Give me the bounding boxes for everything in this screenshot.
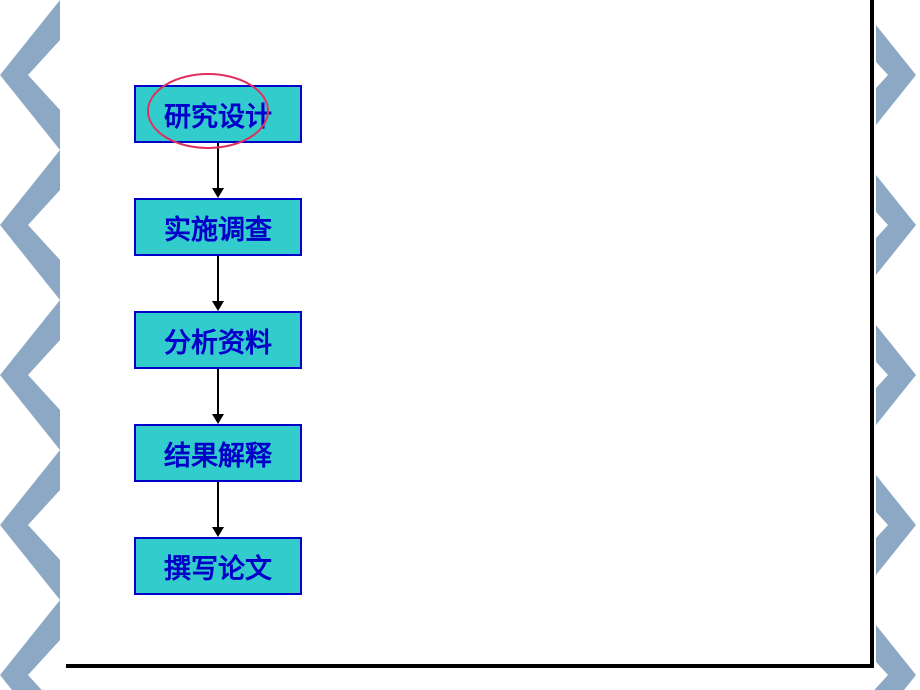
flowchart-container: 研究设计实施调查分析资料结果解释撰写论文	[0, 0, 920, 690]
flow-node-label: 研究设计	[164, 95, 272, 134]
arrow-line	[217, 369, 219, 414]
flow-node-label: 结果解释	[164, 434, 272, 473]
arrow-head-icon	[212, 188, 224, 198]
flow-node-label: 实施调查	[164, 208, 272, 247]
flow-node-n2: 实施调查	[134, 198, 302, 256]
arrow-head-icon	[212, 301, 224, 311]
flow-node-n5: 撰写论文	[134, 537, 302, 595]
arrow-line	[217, 256, 219, 301]
arrow-head-icon	[212, 414, 224, 424]
flow-node-n3: 分析资料	[134, 311, 302, 369]
arrow-head-icon	[212, 527, 224, 537]
flow-node-n4: 结果解释	[134, 424, 302, 482]
flow-node-label: 分析资料	[164, 321, 272, 360]
flow-node-label: 撰写论文	[164, 547, 272, 586]
flow-node-n1: 研究设计	[134, 85, 302, 143]
arrow-line	[217, 143, 219, 188]
arrow-line	[217, 482, 219, 527]
